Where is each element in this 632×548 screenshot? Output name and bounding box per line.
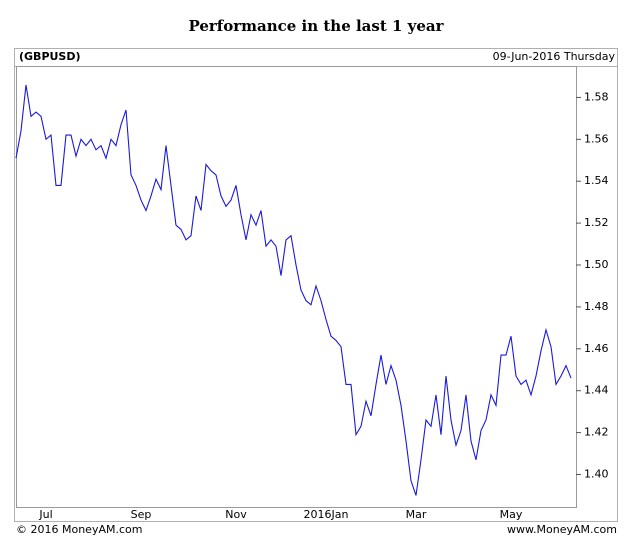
footer-left: © 2016 MoneyAM.com — [16, 523, 142, 536]
x-tick-label: Sep — [131, 508, 152, 521]
date-label: 09-Jun-2016 Thursday — [493, 50, 616, 63]
y-tick-label: 1.58 — [584, 90, 609, 103]
plot-area — [16, 66, 577, 508]
y-tick-label: 1.42 — [584, 426, 609, 439]
y-tick-label: 1.40 — [584, 467, 609, 480]
y-tick-label: 1.52 — [584, 216, 609, 229]
x-tick-label: Nov — [225, 508, 247, 521]
price-line — [15, 84, 572, 496]
x-tick-label: Mar — [406, 508, 427, 521]
x-tick-label: 2016Jan — [304, 508, 349, 521]
y-tick-label: 1.48 — [584, 300, 609, 313]
x-tick-label: Jul — [38, 508, 52, 521]
x-tick-label: May — [500, 508, 523, 521]
y-tick-label: 1.44 — [584, 384, 609, 397]
footer-right: www.MoneyAM.com — [507, 523, 617, 536]
y-tick-label: 1.54 — [584, 174, 609, 187]
symbol-label: (GBPUSD) — [19, 50, 81, 63]
y-tick-label: 1.50 — [584, 258, 609, 271]
chart-title: Performance in the last 1 year — [188, 17, 444, 35]
y-tick-label: 1.46 — [584, 342, 609, 355]
y-tick-label: 1.56 — [584, 132, 609, 145]
